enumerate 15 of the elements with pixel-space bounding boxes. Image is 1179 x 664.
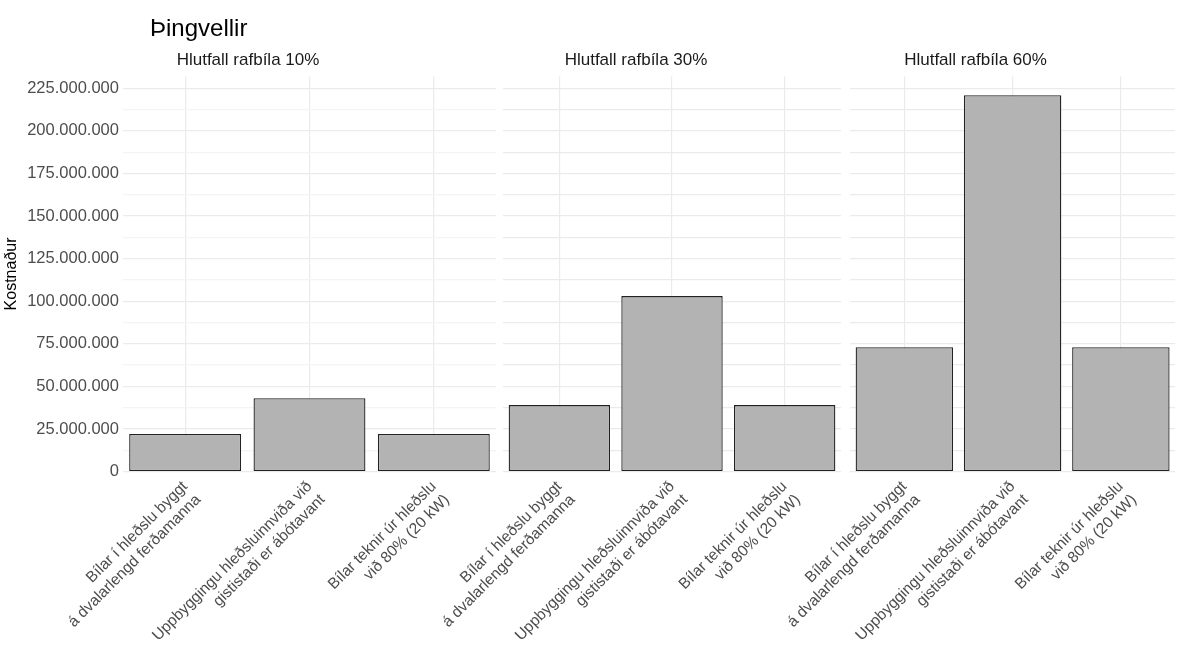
chart-subtitle: Hlutfall rafbíla 60% [904, 49, 1047, 69]
y-tick-label: 125.000.000 [27, 248, 119, 267]
chart-subtitle: Hlutfall rafbíla 10% [176, 49, 320, 69]
y-tick-label: 25.000.000 [36, 418, 119, 437]
y-tick-label: 50.000.000 [36, 375, 119, 394]
y-tick-label: 225.000.000 [27, 77, 119, 96]
chart-title: Þingvellir [150, 14, 248, 42]
y-tick-label: 0 [109, 461, 119, 480]
y-tick-label: 200.000.000 [27, 120, 119, 139]
chart-subtitle: Hlutfall rafbíla 30% [564, 49, 708, 69]
y-tick-label: 150.000.000 [27, 205, 119, 224]
y-tick-label: 175.000.000 [27, 163, 119, 182]
y-axis-title: Kostnaður [2, 236, 20, 311]
y-tick-label: 75.000.000 [36, 333, 119, 352]
y-tick-label: 100.000.000 [27, 290, 119, 309]
